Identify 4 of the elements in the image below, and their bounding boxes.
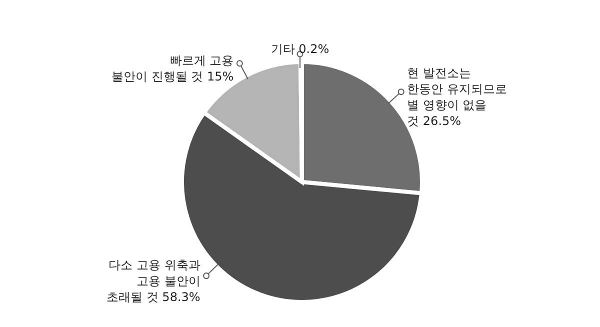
slice-label: 현 발전소는 한동안 유지되므로 별 영향이 없을 것 26.5%: [407, 66, 507, 128]
slice-label: 기타 0.2%: [270, 42, 330, 56]
slice-label: 빠르게 고용 불안이 진행될 것 15%: [112, 53, 234, 84]
legend-label: 다소 고용 위축과 고용 불안이 초래될 것 58.3%: [106, 258, 200, 304]
